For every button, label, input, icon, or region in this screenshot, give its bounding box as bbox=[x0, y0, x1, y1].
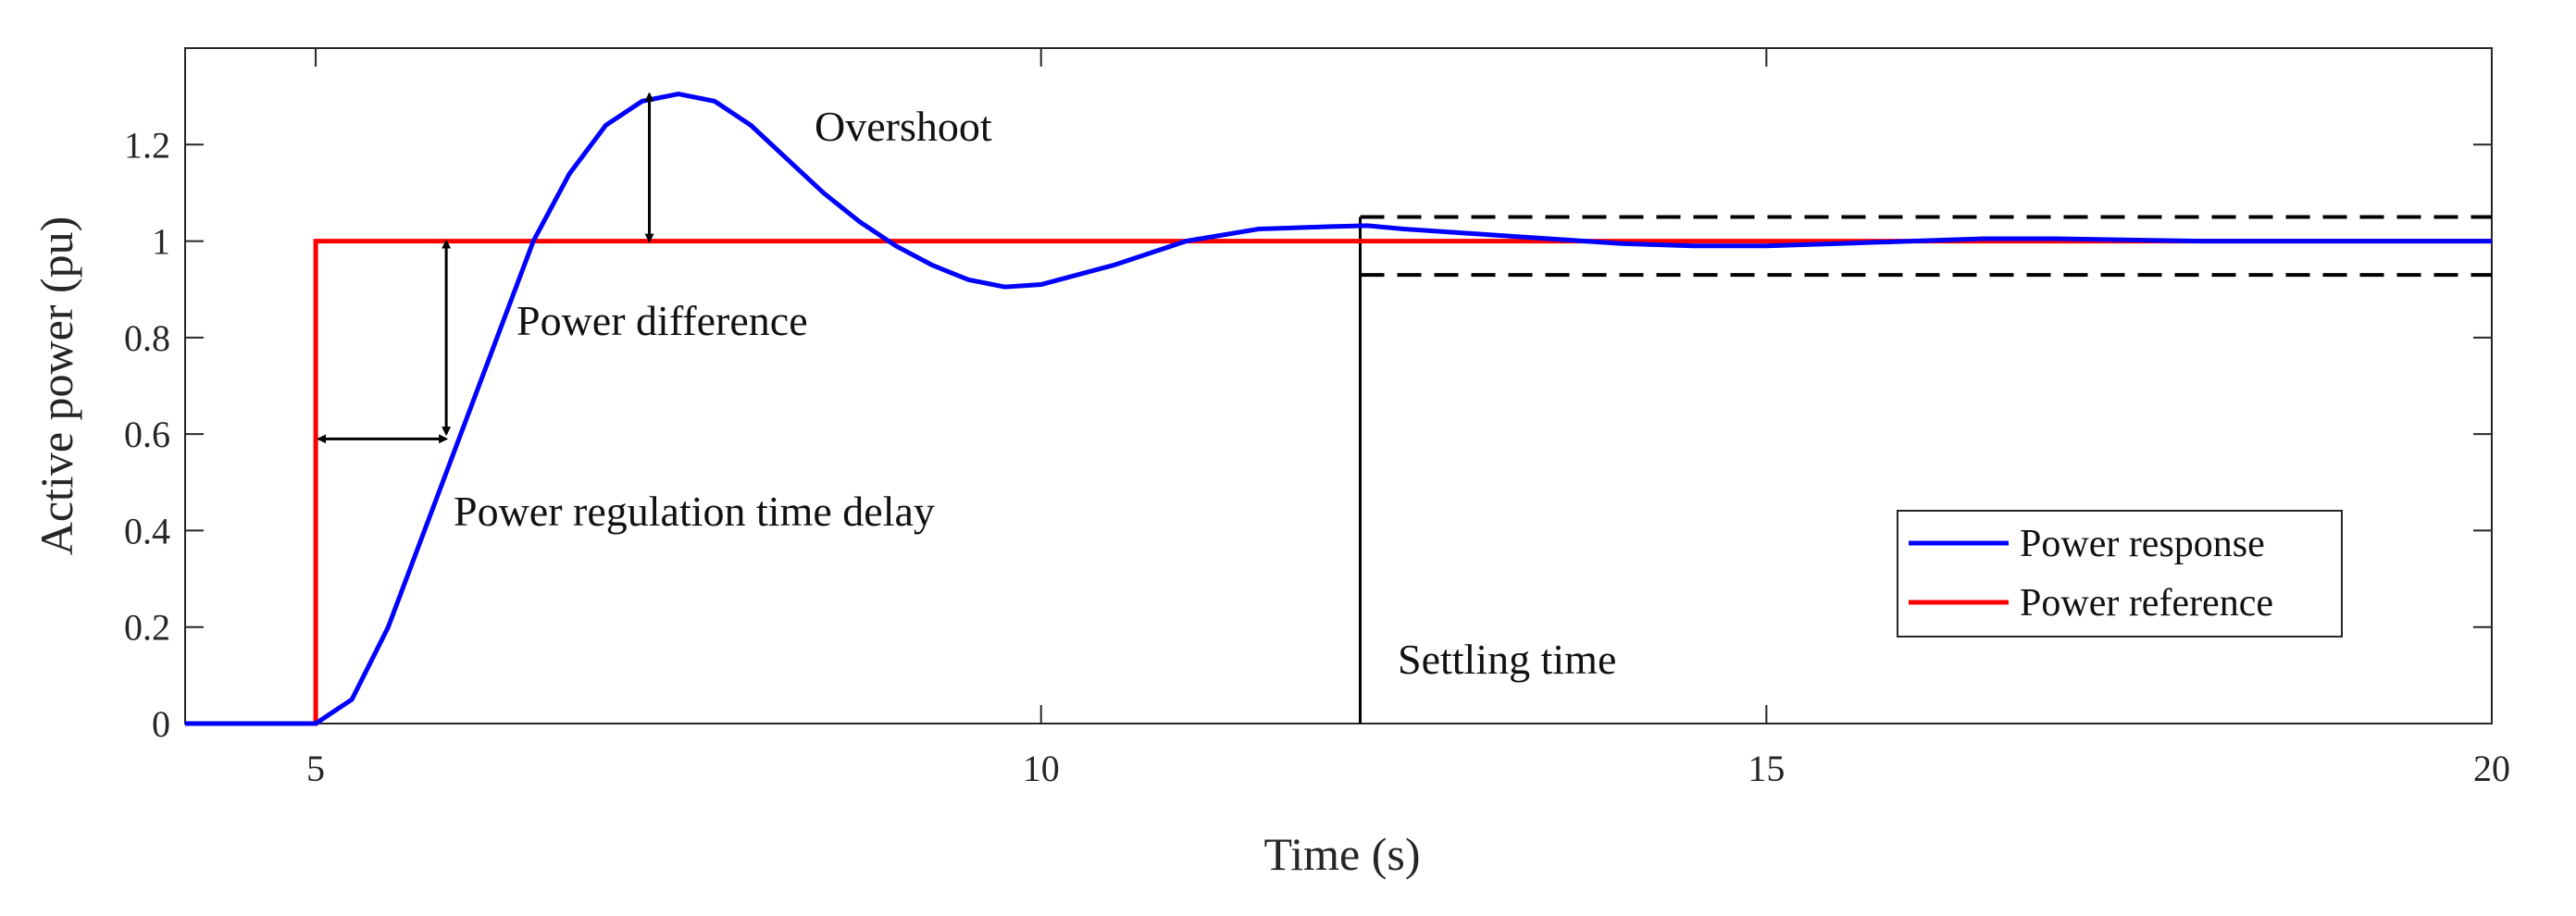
y-tick-labels: 0 0.2 0.4 0.6 0.8 1 1.2 bbox=[124, 124, 170, 745]
x-tick-label: 10 bbox=[1023, 748, 1060, 789]
x-tick-label: 20 bbox=[2473, 748, 2510, 789]
annotation-arrows bbox=[317, 92, 654, 444]
legend-label-power-response: Power response bbox=[2020, 523, 2265, 565]
x-tick-label: 15 bbox=[1748, 748, 1785, 789]
y-tick-label: 1 bbox=[152, 221, 170, 263]
legend-box bbox=[1897, 510, 2343, 637]
series-line-power-response bbox=[185, 91, 2492, 726]
y-tick-label: 0.6 bbox=[124, 414, 170, 455]
annotation-overshoot: Overshoot bbox=[815, 103, 992, 150]
annotation-settling-time: Settling time bbox=[1398, 636, 1616, 683]
legend-label-power-reference: Power reference bbox=[2020, 582, 2273, 625]
annotation-power-difference: Power difference bbox=[516, 297, 808, 344]
annotation-time-delay: Power regulation time delay bbox=[454, 488, 935, 535]
y-tick-label: 1.2 bbox=[124, 124, 170, 166]
y-tick-label: 0 bbox=[152, 703, 170, 745]
legend: Power response Power reference bbox=[1897, 510, 2343, 637]
x-tick-labels: 5 10 15 20 bbox=[306, 748, 2510, 789]
y-axis-title: Active power (pu) bbox=[31, 217, 82, 556]
y-tick-label: 0.8 bbox=[124, 317, 170, 359]
y-tick-label: 0.4 bbox=[124, 510, 170, 551]
x-tick-label: 5 bbox=[306, 748, 325, 789]
settling-band bbox=[1360, 215, 2492, 278]
x-axis-title: Time (s) bbox=[1263, 828, 1420, 880]
y-tick-label: 0.2 bbox=[124, 607, 170, 649]
